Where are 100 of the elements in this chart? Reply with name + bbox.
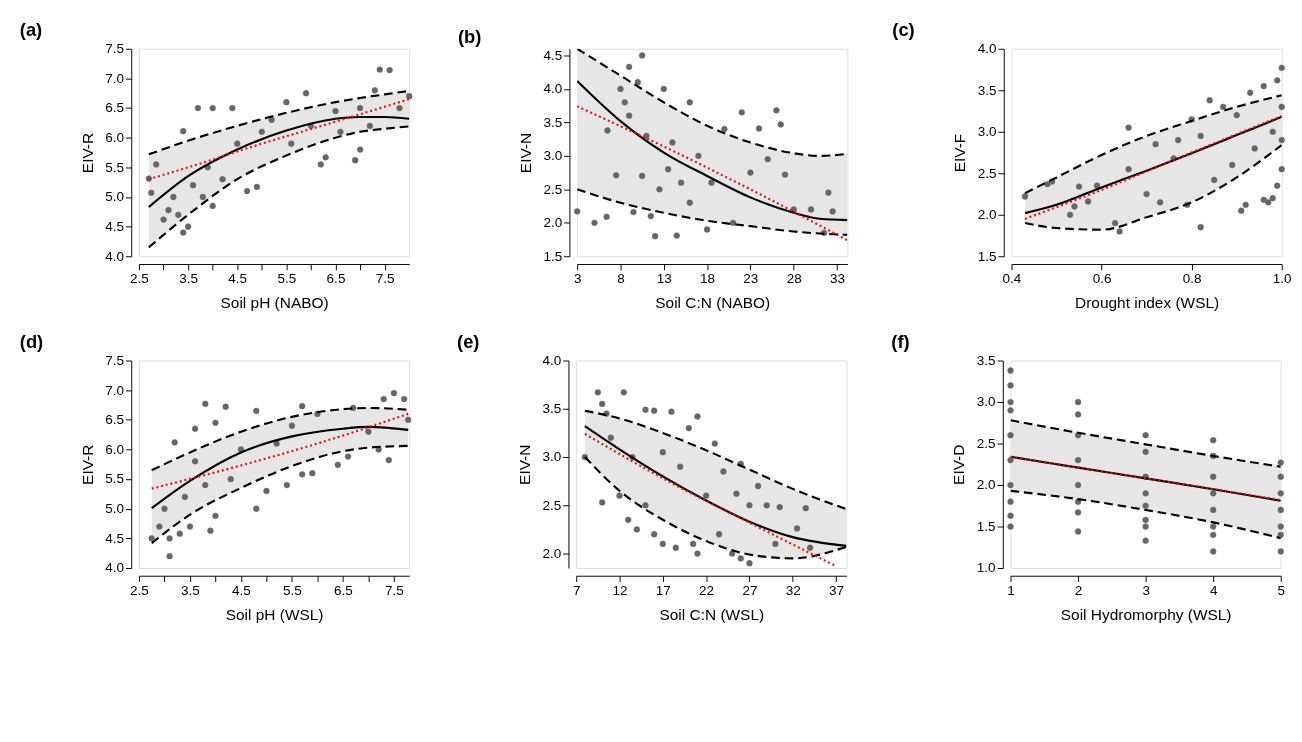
point	[1111, 219, 1119, 227]
point	[599, 400, 606, 408]
line-series	[147, 115, 410, 209]
point	[165, 206, 172, 214]
point	[1007, 498, 1014, 505]
point	[1142, 537, 1149, 544]
point	[322, 154, 329, 161]
point	[737, 555, 744, 562]
x-tick-label: 28	[786, 270, 802, 286]
y-axis-title: EIV-N	[516, 132, 534, 174]
point	[380, 395, 387, 403]
line-series	[583, 409, 847, 511]
point	[1143, 190, 1150, 198]
point	[175, 211, 182, 218]
point	[191, 425, 199, 432]
x-tick-label: 22	[699, 582, 715, 598]
point	[263, 487, 270, 495]
line-series	[577, 79, 848, 222]
point	[702, 492, 710, 499]
x-axis-title: Soil Hydromorphy (WSL)	[1060, 605, 1232, 623]
point	[273, 440, 280, 447]
point	[1197, 132, 1204, 140]
point	[630, 208, 637, 216]
point	[802, 505, 809, 512]
y-tick-label: 2.5	[976, 435, 996, 451]
y-axis-title: EIV-F	[951, 133, 969, 173]
x-tick-label: 3.5	[179, 270, 198, 286]
point	[212, 512, 219, 519]
y-tick-label: 6.0	[105, 130, 125, 146]
point	[1066, 211, 1074, 218]
point	[659, 449, 666, 456]
chart-title: (f)	[891, 330, 910, 352]
point	[365, 428, 372, 435]
point	[288, 140, 295, 147]
x-tick-label: 2	[1074, 582, 1083, 598]
y-tick-label: 2.5	[543, 181, 563, 197]
point	[258, 128, 265, 135]
point	[607, 434, 614, 441]
x-tick-label: 5	[1277, 582, 1286, 598]
point	[180, 229, 187, 236]
y-tick-label: 4.0	[542, 352, 562, 368]
point	[234, 140, 241, 147]
point	[156, 523, 163, 530]
point	[1210, 548, 1217, 555]
point	[703, 226, 711, 233]
x-tick-label: 4.5	[228, 270, 248, 286]
point	[1074, 411, 1082, 418]
point	[647, 212, 654, 220]
point	[603, 213, 610, 220]
point	[633, 526, 640, 533]
point	[1251, 145, 1258, 152]
point	[253, 407, 260, 415]
point	[1142, 516, 1149, 524]
point	[604, 127, 611, 134]
point	[1278, 64, 1285, 71]
point	[356, 146, 364, 153]
y-axis-title: EIV-N	[515, 444, 533, 485]
point	[1084, 198, 1092, 205]
y-tick-label: 1.5	[543, 248, 563, 264]
point	[729, 219, 737, 226]
point	[199, 193, 206, 201]
point	[694, 413, 701, 420]
point	[733, 490, 740, 497]
point	[1071, 203, 1078, 210]
point	[1007, 456, 1014, 464]
point	[299, 403, 306, 410]
point	[176, 530, 183, 537]
point	[651, 233, 659, 240]
y-tick-label: 1.5	[977, 248, 997, 264]
point	[1238, 207, 1245, 214]
x-tick-label: 13	[656, 270, 672, 286]
point	[664, 166, 672, 173]
point	[371, 87, 378, 94]
point	[781, 171, 789, 178]
x-tick-label: 8	[617, 270, 625, 286]
point	[396, 104, 403, 112]
point	[219, 176, 226, 183]
point	[243, 187, 251, 195]
y-tick-label: 5.0	[105, 501, 125, 517]
x-tick-label: 6.5	[326, 270, 346, 286]
x-axis-title: Drought index (WSL)	[1075, 293, 1220, 311]
point	[738, 109, 745, 116]
y-tick-label: 4.5	[543, 47, 563, 63]
point	[405, 416, 412, 423]
point	[390, 390, 398, 397]
point	[715, 531, 723, 538]
point	[621, 99, 628, 106]
point	[685, 424, 692, 432]
x-tick-label: 7.5	[385, 582, 404, 598]
y-tick-label: 1.0	[976, 560, 996, 576]
x-tick-label: 0.4	[1002, 270, 1022, 286]
point	[806, 544, 814, 551]
point	[1175, 136, 1182, 144]
point	[212, 419, 219, 426]
point	[1125, 124, 1132, 131]
y-tick-label: 7.5	[105, 41, 125, 57]
point	[334, 461, 341, 468]
y-axis-title: EIV-R	[78, 132, 96, 174]
point	[375, 446, 382, 453]
y-tick-label: 6.5	[105, 412, 125, 428]
